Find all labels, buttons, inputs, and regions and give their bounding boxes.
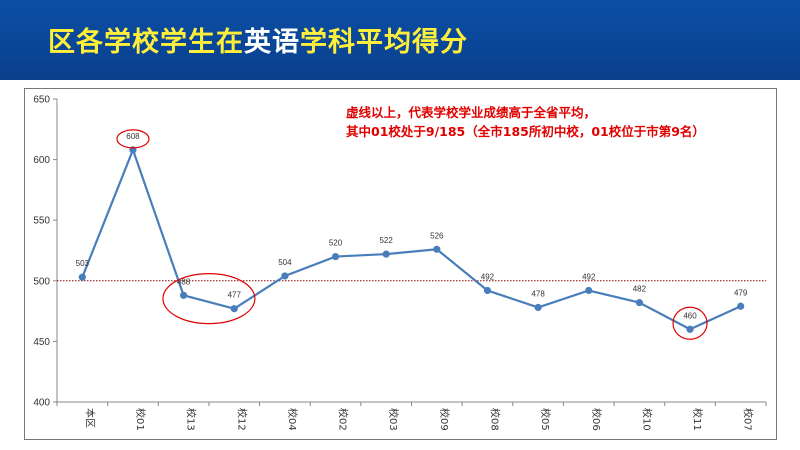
annotation-note: 虚线以上，代表学校学业成绩高于全省平均， 其中01校处于9/185（全市185所… <box>346 103 705 141</box>
data-point <box>585 286 593 295</box>
page-title: 区各学校学生在英语学科平均得分 <box>48 20 468 59</box>
data-label: 522 <box>379 236 393 245</box>
highlight-circle-01 <box>116 129 150 149</box>
data-point <box>483 286 492 295</box>
series-line <box>81 146 742 331</box>
title-highlight: 英语 <box>244 27 300 58</box>
data-point <box>686 325 694 333</box>
data-label: 482 <box>633 285 647 294</box>
x-tick-label: 校06 <box>590 408 603 431</box>
data-label: 477 <box>228 291 242 300</box>
chart-panel <box>24 88 777 440</box>
data-point <box>737 302 745 310</box>
header-bar: 区各学校学生在英语学科平均得分 <box>0 0 800 80</box>
y-tick-label: 400 <box>33 398 50 409</box>
data-label: 492 <box>582 272 596 281</box>
x-tick-label: 校11 <box>691 408 704 431</box>
data-point <box>534 303 542 312</box>
data-point <box>331 252 340 261</box>
x-tick-label: 校08 <box>488 408 501 431</box>
data-point <box>230 305 238 313</box>
data-point <box>433 245 441 253</box>
x-tick-label: 校01 <box>134 408 147 431</box>
highlight-circle-13-12 <box>162 273 256 325</box>
data-label: 520 <box>329 239 343 248</box>
x-tick-label: 校05 <box>539 408 552 431</box>
x-tick-label: 校13 <box>185 408 198 431</box>
data-point <box>281 272 289 280</box>
data-point <box>180 291 188 299</box>
y-tick-label: 450 <box>33 337 50 348</box>
y-tick-label: 500 <box>33 276 50 287</box>
x-tick-label: 校04 <box>286 408 299 431</box>
data-label: 488 <box>177 277 191 286</box>
y-tick-label: 650 <box>33 95 50 106</box>
title-part1: 区各学校学生在 <box>48 27 244 58</box>
data-point <box>635 299 643 307</box>
x-tick-label: 校07 <box>742 408 755 431</box>
highlight-circle-11 <box>672 306 708 340</box>
x-tick-label: 本区 <box>83 408 96 428</box>
x-tick-label: 校02 <box>337 408 350 431</box>
data-label: 492 <box>481 272 495 281</box>
data-label: 526 <box>430 231 444 240</box>
y-tick-label: 600 <box>33 155 50 166</box>
x-tick-label: 校10 <box>640 408 653 431</box>
data-label: 460 <box>683 311 697 320</box>
data-label: 478 <box>531 289 545 298</box>
note-line-2: 其中01校处于9/185（全市185所初中校，01校位于市第9名） <box>346 124 705 139</box>
data-label: 504 <box>278 258 292 267</box>
data-point <box>382 250 390 258</box>
y-tick-label: 550 <box>33 216 50 227</box>
x-tick-label: 校03 <box>387 408 400 431</box>
data-label: 479 <box>734 288 748 297</box>
note-line-1: 虚线以上，代表学校学业成绩高于全省平均， <box>346 105 597 120</box>
x-tick-label: 校09 <box>438 408 451 431</box>
x-tick-label: 校12 <box>235 408 248 431</box>
data-label: 503 <box>76 259 90 268</box>
title-part2: 学科平均得分 <box>300 27 468 58</box>
data-label: 608 <box>126 132 140 141</box>
data-point <box>78 273 86 281</box>
